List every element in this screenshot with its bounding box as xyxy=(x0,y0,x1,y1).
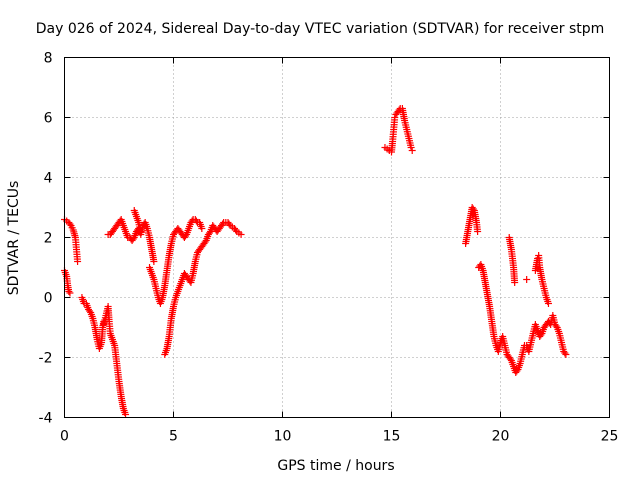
data-point xyxy=(65,288,73,295)
data-point xyxy=(511,279,519,286)
x-tick-label: 15 xyxy=(383,429,401,445)
y-tick-label: 2 xyxy=(44,231,53,247)
data-point xyxy=(192,217,200,225)
data-point xyxy=(469,205,477,213)
data-point xyxy=(523,276,531,283)
x-tick-label: 20 xyxy=(492,429,510,445)
data-point xyxy=(408,147,416,154)
x-tick-label: 0 xyxy=(60,429,69,445)
data-point xyxy=(137,228,145,235)
y-tick-label: 0 xyxy=(44,291,53,307)
x-tick-label: 10 xyxy=(274,429,292,445)
data-point xyxy=(122,411,130,418)
data-point xyxy=(66,220,74,228)
y-tick-label: 8 xyxy=(44,51,53,67)
y-tick-label: 4 xyxy=(44,171,53,187)
data-point xyxy=(225,220,233,228)
x-tick-label: 25 xyxy=(601,429,619,445)
x-axis-label: GPS time / hours xyxy=(277,458,394,474)
data-point xyxy=(237,231,245,238)
y-tick-label: -4 xyxy=(39,411,53,427)
y-tick-label: -2 xyxy=(39,351,53,367)
data-point xyxy=(562,351,570,358)
data-point xyxy=(198,225,206,232)
data-points xyxy=(61,105,570,418)
y-tick-label: 6 xyxy=(44,111,53,127)
data-point xyxy=(232,226,240,234)
data-point xyxy=(66,289,74,297)
tick-labels: 0 5 10 15 20 25 -4 -2 0 2 4 6 8 xyxy=(39,51,619,445)
data-point xyxy=(391,114,399,121)
data-point xyxy=(561,349,569,357)
data-point xyxy=(474,228,482,235)
plot-frame xyxy=(64,57,610,418)
data-point xyxy=(150,258,158,265)
data-point xyxy=(544,300,552,307)
y-axis-label: SDTVAR / TECUs xyxy=(6,181,22,296)
chart-title: Day 026 of 2024, Sidereal Day-to-day VTE… xyxy=(36,21,605,37)
data-point xyxy=(74,258,82,265)
data-point xyxy=(219,220,227,228)
data-point xyxy=(407,144,415,151)
x-tick-label: 5 xyxy=(169,429,178,445)
